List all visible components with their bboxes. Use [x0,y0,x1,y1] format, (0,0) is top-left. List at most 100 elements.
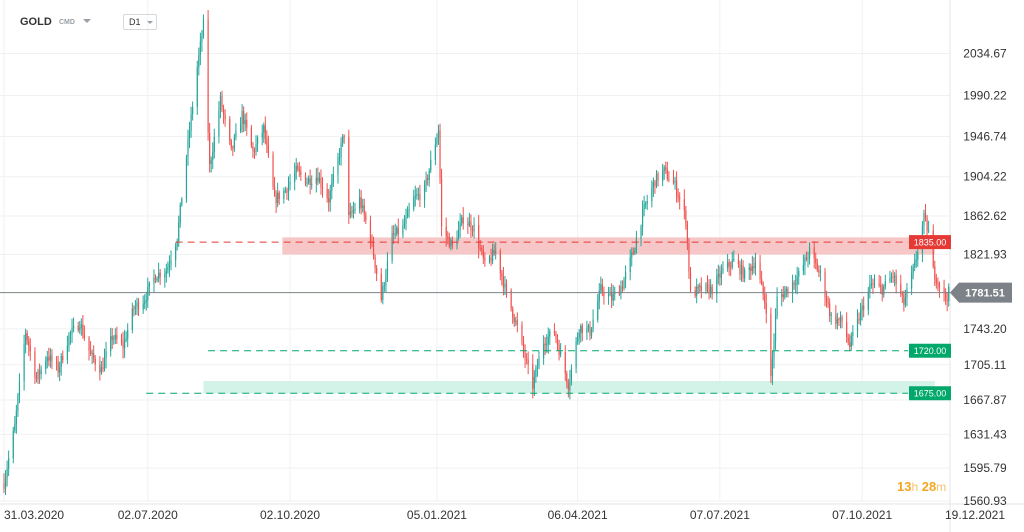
candle-body [275,194,277,204]
candle-body [711,286,713,295]
candle-body [55,361,58,363]
candle-body [521,324,523,342]
candle-body [298,169,300,172]
countdown-minutes: 28 [921,479,937,494]
candle-body [686,223,689,244]
symbol-label[interactable]: GOLD [20,16,52,28]
candle-body [434,144,436,160]
candle-body [386,260,389,276]
candle-body [770,313,772,376]
candle-body [926,218,928,232]
candle-body [188,131,191,139]
candle-body [362,205,364,208]
candle-body [51,355,53,362]
candle-body [501,273,503,277]
x-tick-label: 06.04.2021 [548,508,608,522]
candle-body [566,373,568,383]
candle-body [273,186,276,195]
candle-body [116,334,118,340]
candle-body [533,376,535,389]
candle-body [818,270,820,272]
candle-body [904,297,907,305]
support-level-tag [909,343,951,358]
candle-body [762,283,764,295]
candle-body [57,362,59,373]
candle-body [111,336,113,340]
candle-body [915,259,917,262]
candle-body [427,178,429,180]
candle-body [737,259,740,265]
y-tick-label: 1862.62 [963,209,1007,223]
candle-body [300,171,302,175]
candle-body [598,290,600,302]
candle-body [720,270,723,278]
candle-body [577,337,579,342]
candle-body [294,172,296,182]
candle-body [89,350,92,354]
candle-body [447,236,449,238]
candle-body [937,283,939,285]
candle-body [802,264,804,272]
candle-body [696,286,698,296]
candle-body [423,184,426,200]
candle-body [504,283,506,288]
candle-body [688,243,690,272]
candle-body [849,342,851,347]
candle-body [338,157,341,159]
candle-body [569,380,571,390]
candle-body [672,179,675,183]
candle-body [365,214,367,221]
candle-body [668,178,670,180]
candle-body [232,147,234,149]
candle-body [239,124,242,132]
candle-body [114,334,116,340]
candle-body [764,294,766,304]
candle-body [815,258,817,264]
candle-body [739,264,741,275]
candle-body [774,316,777,341]
candle-body [717,273,719,277]
candle-body [125,338,127,340]
candle-body [798,271,800,277]
candle-body [148,283,150,288]
candle-body [807,257,809,260]
candle-body [943,287,945,292]
candle-body [83,334,86,338]
candle-body [49,355,51,361]
candle-body [592,319,594,330]
candle-body [167,266,169,272]
candle-body [250,127,252,146]
candle-body [147,287,149,301]
candle-body [175,246,177,261]
candle-body [555,333,557,339]
candle-body [662,170,664,181]
candle-body [601,284,603,292]
chevron-down-icon[interactable] [83,19,91,23]
candle-body [219,96,222,111]
candle-body [224,114,226,120]
candle-body [48,357,50,361]
timeframe-select[interactable]: D1 [123,14,157,30]
candle-body [754,262,757,269]
candle-body [462,217,464,224]
x-tick-label: 07.07.2021 [690,508,750,522]
candle-body [549,331,551,337]
market-label: CMD [59,19,75,26]
candle-body [510,290,512,309]
candle-body [560,351,562,356]
candle-body [699,285,701,287]
support-level-tag [909,386,951,401]
candle-body [318,177,321,182]
candle-body [14,423,16,431]
candle-body [199,41,201,55]
current-price-label: 1781.51 [965,288,1005,300]
candle-body [198,54,200,68]
candle-body [164,274,166,278]
candle-body [733,259,735,261]
candle-body [631,252,633,257]
candle-body [295,166,297,173]
candle-body [136,302,138,307]
candle-body [79,328,81,330]
candle-body [266,138,268,145]
